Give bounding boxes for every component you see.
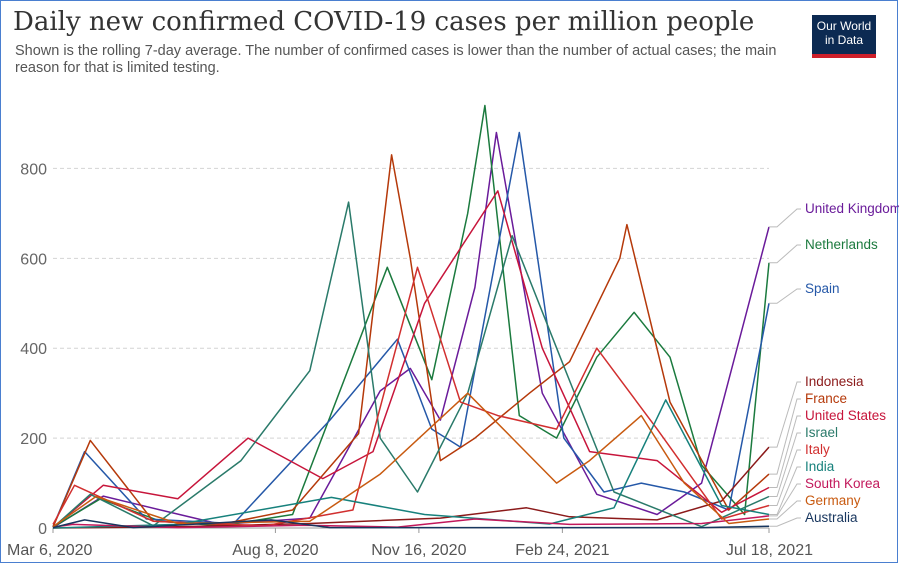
logo-line-1: Our World [816,19,872,33]
x-tick-label: Feb 24, 2021 [515,542,609,559]
x-tick-label: Aug 8, 2020 [232,542,318,559]
legend-label-netherlands: Netherlands [805,237,878,252]
x-tick-label: Jul 18, 2021 [726,542,813,559]
legend-connector [769,288,801,304]
legend-label-germany: Germany [805,493,861,508]
legend-connector [769,244,801,264]
logo-line-2: in Data [824,33,864,47]
legend-label-united-states: United States [805,408,886,423]
legend-connector [769,381,801,448]
legend-label-india: India [805,459,835,474]
legend-label-united-kingdom: United Kingdom [805,201,899,216]
legend-connector [769,208,801,228]
owid-logo[interactable]: Our World in Data [812,15,876,58]
series-line-spain [52,131,770,527]
y-tick-label: 200 [20,431,47,448]
series-line-israel [52,201,770,529]
legend-label-indonesia: Indonesia [805,374,864,389]
legend-connector [769,432,801,498]
legend-connector [769,415,801,489]
legend-label-spain: Spain [805,281,840,296]
legend-label-israel: Israel [805,425,838,440]
series-line-indonesia [52,446,770,529]
x-tick-label: Mar 6, 2020 [7,542,92,559]
legend-label-australia: Australia [805,510,858,525]
x-tick-label: Nov 16, 2020 [371,542,466,559]
series-line-germany [52,392,770,528]
chart-title: Daily new confirmed COVID-19 cases per m… [13,7,755,37]
y-tick-label: 800 [20,161,47,178]
legend-connector [769,517,801,527]
series-line-italy [52,266,770,527]
y-tick-label: 0 [38,521,47,538]
chart-subtitle: Shown is the rolling 7-day average. The … [15,43,777,76]
series-line-united-kingdom [52,131,770,529]
legend-label-south-korea: South Korea [805,476,881,491]
y-tick-label: 600 [20,251,47,268]
series-line-australia [52,519,770,529]
legend-label-france: France [805,391,847,406]
legend-connector [769,483,801,517]
legend-label-italy: Italy [805,442,830,457]
legend-connector [769,466,801,516]
legend-connector [769,500,801,520]
series-line-united-states [52,190,770,529]
y-tick-label: 400 [20,341,47,358]
legend-connector [769,449,801,507]
legend-connector [769,398,801,475]
